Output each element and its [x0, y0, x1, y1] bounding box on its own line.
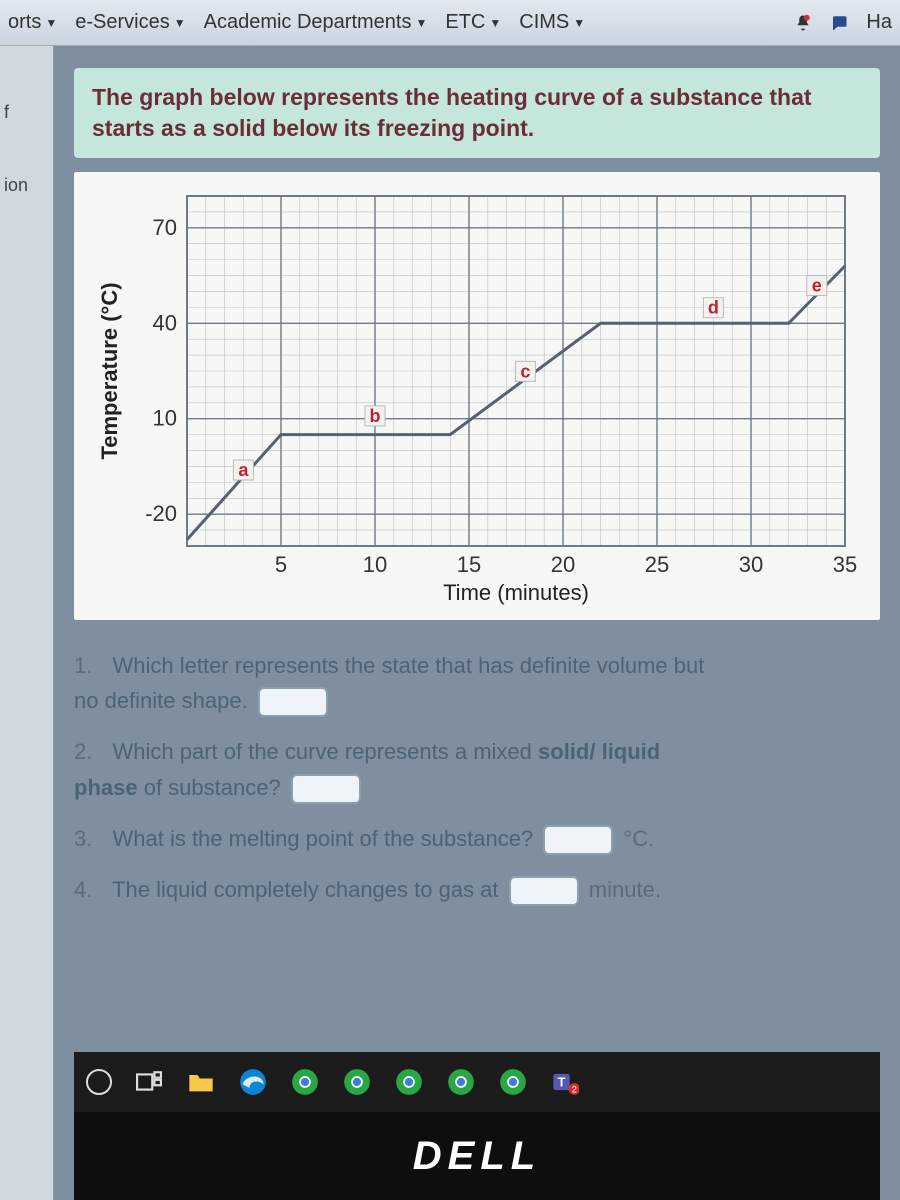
q-number: 2.: [74, 739, 92, 764]
menu-academic[interactable]: Academic Departments▼: [204, 11, 428, 34]
q-text: of substance?: [138, 775, 281, 800]
chat-button[interactable]: [830, 14, 848, 32]
svg-text:25: 25: [645, 552, 669, 577]
menu-eservices[interactable]: e-Services ▼: [75, 11, 185, 34]
question-3: 3. What is the melting point of the subs…: [74, 821, 880, 856]
q-unit: °C.: [623, 826, 654, 851]
svg-text:20: 20: [551, 552, 575, 577]
windows-taskbar: T2: [74, 1052, 880, 1112]
menu-label: e-Services: [75, 11, 169, 34]
edge-icon[interactable]: [238, 1067, 268, 1097]
svg-text:e: e: [812, 276, 822, 296]
chevron-down-icon: ▼: [489, 16, 501, 30]
menu-label: orts: [8, 11, 41, 34]
chevron-down-icon: ▼: [573, 16, 585, 30]
left-sidebar: f ion: [0, 46, 54, 1200]
svg-text:40: 40: [153, 310, 177, 335]
heating-curve-chart: a b c d e 5 10 15 20 25 30 35 -20 10 40 70 Time (minutes…: [97, 182, 857, 612]
q-unit: minute.: [589, 877, 661, 902]
svg-text:d: d: [708, 298, 719, 318]
q-text: What is the melting point of the substan…: [112, 826, 533, 851]
q-text-bold: phase: [74, 775, 138, 800]
svg-text:Temperature (°C): Temperature (°C): [97, 283, 122, 460]
chrome-icon[interactable]: [290, 1067, 320, 1097]
chevron-down-icon: ▼: [415, 16, 427, 30]
chart-container: a b c d e 5 10 15 20 25 30 35 -20 10 40 70 Time (minutes…: [74, 172, 880, 620]
answer-input-1[interactable]: [258, 687, 328, 717]
svg-text:15: 15: [457, 552, 481, 577]
chrome-icon[interactable]: [342, 1067, 372, 1097]
svg-text:Time (minutes): Time (minutes): [443, 580, 589, 605]
menu-label: ETC: [445, 11, 485, 34]
file-explorer-icon[interactable]: [186, 1067, 216, 1097]
screen: orts▼ e-Services▼ Academic Departments▼ …: [0, 0, 900, 1200]
menu-etc[interactable]: ETC ▼: [445, 11, 501, 34]
svg-text:c: c: [520, 361, 530, 381]
q-text: The liquid completely changes to gas at: [112, 877, 498, 902]
menu-label: CIMS: [519, 11, 569, 34]
top-menubar: orts▼ e-Services▼ Academic Departments▼ …: [0, 0, 900, 46]
main-panel: The graph below represents the heating c…: [54, 46, 900, 1200]
question-2: 2. Which part of the curve represents a …: [74, 734, 880, 804]
svg-text:2: 2: [572, 1085, 577, 1095]
svg-text:10: 10: [363, 552, 387, 577]
menu-cims[interactable]: CIMS ▼: [519, 11, 585, 34]
laptop-brand-bezel: DELL: [74, 1112, 880, 1200]
q-number: 3.: [74, 826, 92, 851]
answer-input-4[interactable]: [509, 876, 579, 906]
chrome-icon[interactable]: [446, 1067, 476, 1097]
question-4: 4. The liquid completely changes to gas …: [74, 872, 880, 907]
chrome-icon[interactable]: [394, 1067, 424, 1097]
svg-text:-20: -20: [145, 501, 177, 526]
chevron-down-icon: ▼: [174, 16, 186, 30]
chrome-icon[interactable]: [498, 1067, 528, 1097]
q-number: 4.: [74, 877, 92, 902]
svg-text:30: 30: [739, 552, 763, 577]
svg-text:35: 35: [833, 552, 857, 577]
q-text-bold: solid/ liquid: [538, 739, 660, 764]
sidebar-item[interactable]: ion: [0, 169, 53, 202]
teams-icon[interactable]: T2: [550, 1067, 580, 1097]
q-text: Which letter represents the state that h…: [112, 653, 704, 678]
answer-input-3[interactable]: [543, 825, 613, 855]
svg-text:70: 70: [153, 215, 177, 240]
notifications-button[interactable]: [794, 14, 812, 32]
svg-text:b: b: [370, 406, 381, 426]
sidebar-item[interactable]: f: [0, 96, 53, 129]
bell-icon: [794, 14, 812, 32]
answer-input-2[interactable]: [291, 774, 361, 804]
q-number: 1.: [74, 653, 92, 678]
menu-label: Academic Departments: [204, 11, 412, 34]
svg-text:T: T: [558, 1075, 566, 1090]
q-text: Which part of the curve represents a mix…: [112, 739, 538, 764]
menu-orts[interactable]: orts ▼: [8, 11, 57, 34]
question-prompt: The graph below represents the heating c…: [74, 68, 880, 158]
svg-text:10: 10: [153, 406, 177, 431]
right-label: Ha: [866, 11, 892, 34]
content-row: f ion The graph below represents the hea…: [0, 46, 900, 1200]
questions-block: 1. Which letter represents the state tha…: [74, 648, 880, 923]
cortana-icon[interactable]: [86, 1069, 112, 1095]
question-1: 1. Which letter represents the state tha…: [74, 648, 880, 718]
brand-label: DELL: [413, 1134, 541, 1179]
taskview-icon[interactable]: [134, 1067, 164, 1097]
svg-text:a: a: [238, 460, 249, 480]
speech-bubble-icon: [830, 14, 848, 32]
q-text: no definite shape.: [74, 688, 248, 713]
svg-text:5: 5: [275, 552, 287, 577]
chevron-down-icon: ▼: [45, 16, 57, 30]
